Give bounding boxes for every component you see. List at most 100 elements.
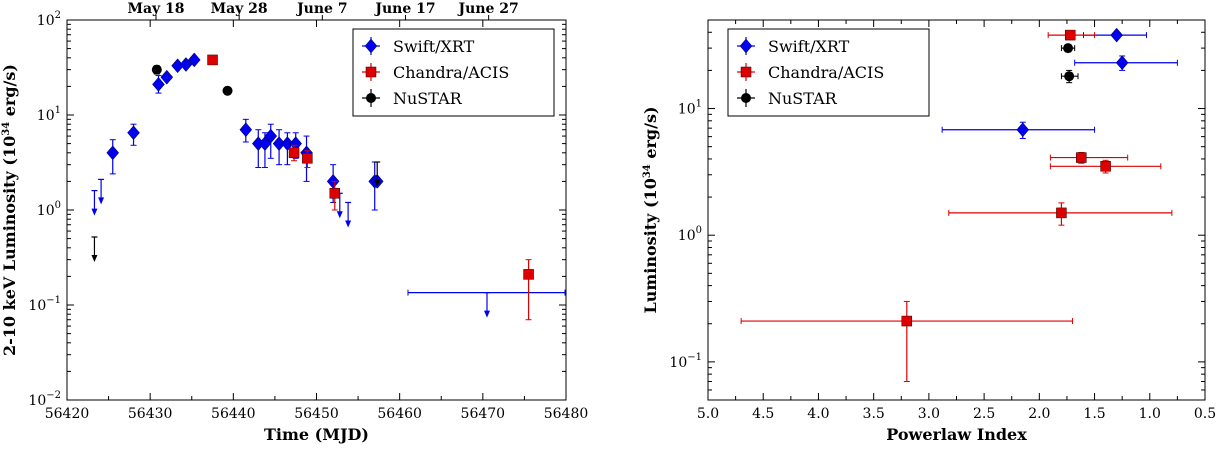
legend-box — [727, 28, 930, 117]
y-tick-label: 10−2 — [28, 390, 61, 409]
x-tick-label: 0.5 — [1194, 406, 1216, 422]
data-point — [264, 128, 278, 144]
x-tick-label: 56450 — [294, 406, 339, 422]
legend: Swift/XRT Chandra/ACIS NuSTAR — [352, 28, 555, 117]
legend-label: Swift/XRT — [768, 37, 850, 56]
x-tick-label: 56470 — [461, 406, 506, 422]
top-date-label: June 17 — [373, 1, 435, 17]
legend-marker — [365, 66, 377, 78]
data-point — [106, 145, 120, 161]
data-point — [152, 77, 165, 92]
y-axis-label: 2-10 keV Luminosity (1034 erg/s) — [0, 64, 19, 356]
upper-limit-arrow-head — [345, 220, 352, 228]
x-tick-label: 1.5 — [1083, 406, 1105, 422]
legend-marker — [741, 93, 751, 103]
data-point — [222, 85, 233, 96]
top-date-label: June 7 — [295, 1, 348, 17]
x-tick-label: 3.5 — [863, 406, 885, 422]
data-point — [1100, 161, 1111, 172]
legend-marker — [740, 66, 752, 78]
data-point — [302, 153, 313, 164]
data-point — [523, 269, 534, 280]
y-tick-exponent: −1 — [46, 295, 61, 306]
y-tick-exponent: 2 — [55, 10, 61, 21]
data-point — [288, 147, 300, 159]
upper-limit-arrow-head — [91, 254, 98, 262]
data-point — [1016, 122, 1030, 138]
data-point — [901, 315, 913, 327]
legend-label: Chandra/ACIS — [768, 63, 884, 82]
x-tick-label: 4.0 — [807, 406, 829, 422]
y-tick-base: 10 — [37, 13, 55, 29]
y-tick-exponent: −2 — [46, 390, 61, 401]
series-nustar — [1060, 43, 1079, 84]
chart-panel-2: 5.0 4.5 4.0 3.5 3.0 2.5 2.0 1.5 1.0 0.510−1100101… — [641, 19, 1216, 444]
data-point — [1064, 71, 1075, 82]
y-axis-label-sup: 34 — [642, 164, 653, 178]
data-point — [160, 69, 174, 85]
x-tick-label: 2.0 — [1028, 406, 1050, 422]
top-date-label: May 28 — [211, 1, 268, 17]
chart-panel-1: 56420 56430 56440 56450 56460 56470 5648010−21… — [0, 1, 588, 444]
legend-marker — [366, 93, 376, 103]
series-nustar — [91, 64, 381, 262]
x-tick-label: 2.5 — [973, 406, 995, 422]
data-point — [207, 54, 218, 66]
legend-label: NuSTAR — [393, 89, 463, 108]
y-axis-label-main: Luminosity (10 — [641, 178, 660, 313]
data-point — [1056, 207, 1067, 219]
y-tick-exponent: 0 — [55, 200, 61, 211]
data-point — [1063, 43, 1074, 54]
legend-marker — [739, 38, 753, 54]
x-tick-label: 4.5 — [752, 406, 774, 422]
y-tick-base: 10 — [669, 355, 687, 371]
y-tick-label: 100 — [678, 225, 702, 244]
y-tick-base: 10 — [28, 393, 46, 409]
legend-label: NuSTAR — [768, 89, 838, 108]
y-tick-exponent: 0 — [696, 225, 702, 236]
series-chandra-acis — [207, 54, 534, 321]
series-chandra-acis — [740, 29, 1173, 382]
y-axis-label-tail: erg/s) — [641, 106, 660, 164]
upper-limit-arrow-head — [374, 180, 381, 188]
y-tick-label: 101 — [37, 105, 61, 124]
y-axis-label-tail: erg/s) — [0, 64, 19, 122]
y-tick-exponent: −1 — [687, 352, 702, 363]
series-swift-xrt — [941, 27, 1178, 140]
x-tick-label: 56480 — [544, 406, 589, 422]
x-axis-label: Powerlaw Index — [886, 425, 1027, 444]
legend: Swift/XRT Chandra/ACIS NuSTAR — [727, 28, 930, 117]
y-tick-label: 100 — [37, 200, 61, 219]
x-tick-label: 56460 — [377, 406, 422, 422]
data-point — [151, 64, 162, 75]
y-tick-label: 102 — [37, 10, 61, 29]
y-tick-label: 10−1 — [28, 295, 61, 314]
legend-marker — [364, 38, 378, 54]
upper-limit-arrow-head — [483, 310, 490, 318]
y-tick-label: 101 — [678, 99, 702, 118]
x-tick-label: 56440 — [211, 406, 256, 422]
upper-limit-arrow-head — [98, 197, 105, 205]
y-axis-label-sup: 34 — [1, 122, 12, 136]
series-swift-xrt — [91, 52, 566, 318]
data-point — [1076, 152, 1087, 163]
upper-limit-arrow-head — [91, 208, 98, 216]
y-tick-exponent: 1 — [55, 105, 61, 116]
x-axis-label: Time (MJD) — [264, 425, 369, 444]
y-axis-label: Luminosity (1034 erg/s) — [641, 106, 660, 313]
x-tick-label: 56430 — [128, 406, 173, 422]
legend-label: Swift/XRT — [393, 37, 475, 56]
y-tick-base: 10 — [678, 228, 696, 244]
top-date-label: May 18 — [127, 1, 184, 17]
x-tick-label: 3.0 — [918, 406, 940, 422]
legend-box — [352, 28, 555, 117]
y-tick-base: 10 — [678, 102, 696, 118]
y-tick-base: 10 — [37, 108, 55, 124]
x-tick-label: 5.0 — [697, 406, 719, 422]
y-axis-label-main: 2-10 keV Luminosity (10 — [0, 136, 19, 356]
y-tick-label: 10−1 — [669, 352, 702, 371]
x-tick-label: 56420 — [45, 406, 90, 422]
upper-limit-arrow-head — [336, 211, 343, 219]
x-tick-label: 1.0 — [1139, 406, 1161, 422]
